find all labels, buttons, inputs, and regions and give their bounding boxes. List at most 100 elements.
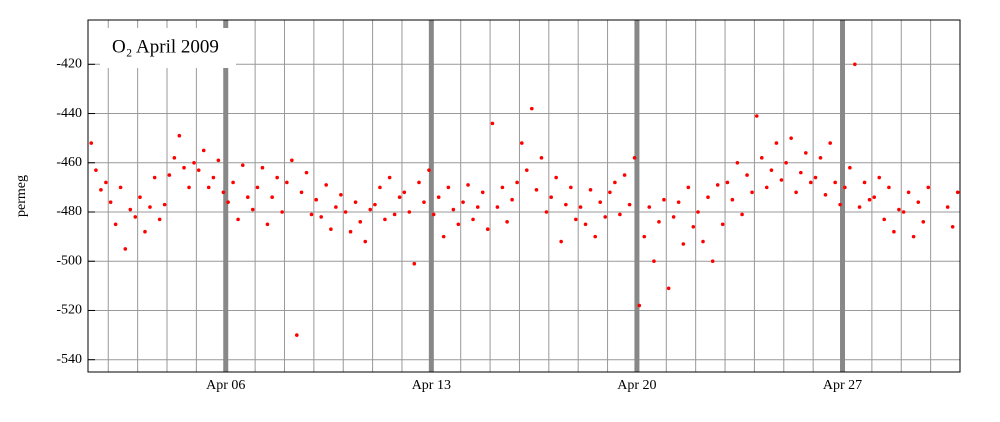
point [226, 200, 230, 204]
point [245, 195, 250, 200]
point [231, 180, 235, 185]
point [945, 205, 950, 209]
point [764, 185, 769, 190]
point [622, 173, 627, 177]
point [319, 215, 323, 219]
point [686, 185, 691, 190]
point [387, 175, 392, 180]
y-tick-label: -440 [56, 106, 82, 121]
point [475, 205, 480, 209]
point [451, 207, 456, 212]
point [725, 180, 730, 185]
point [613, 180, 617, 185]
point [466, 183, 470, 187]
point [794, 190, 798, 195]
point [113, 222, 118, 227]
point [304, 170, 309, 175]
point [206, 185, 211, 190]
point [569, 185, 573, 190]
point [422, 200, 426, 204]
point [657, 220, 661, 224]
point [456, 222, 461, 227]
point [750, 190, 754, 195]
point [378, 185, 382, 190]
point [505, 220, 509, 224]
point [769, 168, 774, 172]
point [828, 141, 832, 145]
point [397, 195, 402, 200]
point [128, 207, 133, 212]
point [754, 114, 759, 118]
point [853, 62, 857, 67]
point [642, 234, 647, 239]
point [808, 180, 813, 185]
point [950, 224, 955, 229]
point [314, 197, 319, 202]
point [392, 212, 397, 217]
point [157, 217, 162, 222]
point [588, 188, 593, 192]
x-tick-label: Apr 20 [617, 378, 656, 393]
point [211, 175, 216, 180]
point [813, 175, 818, 180]
point [187, 185, 191, 190]
chart-title: O₂ April 2009 [112, 36, 219, 57]
point [603, 215, 608, 219]
point [539, 156, 544, 160]
point [583, 222, 588, 227]
point [632, 156, 637, 160]
title-box [100, 28, 236, 68]
point [529, 106, 534, 111]
point [706, 195, 710, 200]
point [848, 165, 852, 170]
point [236, 217, 240, 222]
y-axis-label: permeg [14, 175, 29, 217]
point [123, 247, 128, 251]
point [637, 303, 642, 308]
point [485, 227, 490, 232]
point [901, 210, 906, 214]
point [172, 156, 177, 160]
point [348, 229, 353, 234]
point [608, 190, 612, 195]
point [309, 212, 314, 217]
point [720, 222, 725, 227]
point [838, 202, 842, 207]
point [867, 197, 872, 202]
point [329, 227, 333, 232]
y-tick-label: -480 [56, 204, 82, 219]
point [133, 215, 138, 219]
point [549, 195, 553, 200]
point [857, 205, 862, 209]
y-tick-label: -500 [56, 253, 82, 268]
point [343, 210, 348, 214]
point [299, 190, 304, 195]
point [524, 168, 529, 172]
point [911, 234, 916, 239]
plot-area [88, 20, 960, 372]
point [324, 183, 328, 187]
point [955, 190, 960, 195]
point [104, 180, 108, 185]
point [926, 185, 931, 190]
point [461, 200, 465, 204]
point [730, 197, 735, 202]
point [383, 217, 387, 222]
point [691, 224, 696, 229]
point [862, 180, 867, 185]
point [270, 195, 274, 200]
point [666, 286, 671, 291]
point [162, 202, 167, 207]
y-tick-label: -420 [56, 57, 82, 72]
point [662, 197, 666, 202]
point [784, 160, 788, 165]
point [872, 195, 877, 200]
point [196, 168, 201, 172]
point [280, 210, 284, 214]
point [559, 239, 563, 244]
point [833, 180, 837, 185]
point [789, 136, 793, 140]
point [99, 188, 103, 192]
point [519, 141, 524, 145]
point [353, 200, 358, 204]
